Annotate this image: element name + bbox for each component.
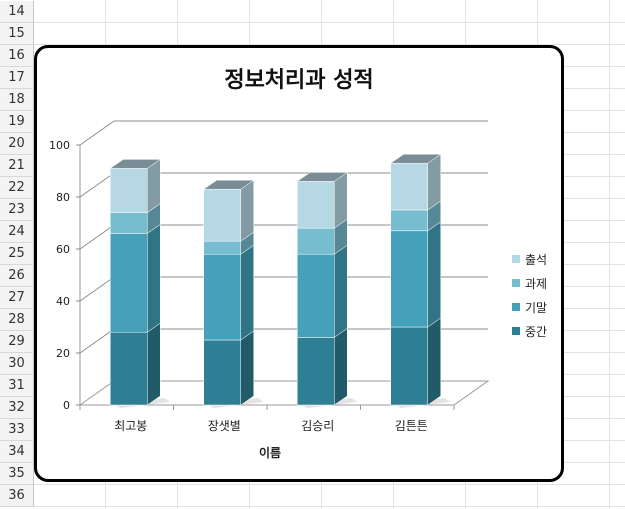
bar-segment (203, 240, 241, 255)
bar-segment (390, 326, 428, 406)
legend-label: 중간 (525, 324, 548, 339)
y-tick-label: 0 (63, 399, 70, 412)
legend-label: 과제 (525, 276, 548, 291)
row-header[interactable]: 18 (0, 89, 34, 111)
row-header[interactable]: 15 (0, 23, 34, 45)
grid-line (34, 44, 625, 45)
bar-segment (110, 331, 148, 406)
row-header[interactable]: 24 (0, 221, 34, 243)
legend-item: 과제 (512, 271, 547, 295)
row-header[interactable]: 22 (0, 177, 34, 199)
row-header[interactable]: 26 (0, 265, 34, 287)
bar-segment-side (427, 153, 441, 211)
row-header[interactable]: 34 (0, 441, 34, 463)
row-header[interactable]: 21 (0, 155, 34, 177)
bar-segment (297, 181, 335, 229)
x-tick-label: 장샛별 (208, 419, 241, 433)
bar-segment-side (240, 244, 254, 341)
row-header[interactable]: 28 (0, 309, 34, 331)
legend-swatch (512, 255, 520, 263)
grid-line (34, 22, 625, 23)
legend-swatch (512, 303, 520, 311)
bar-segment-side (427, 221, 441, 328)
bar-segment-side (147, 322, 161, 406)
bar-top (389, 153, 442, 164)
bar-segment (390, 209, 428, 232)
bar-segment (297, 227, 335, 255)
bar-segment (390, 162, 428, 211)
x-axis-title: 이름 (258, 446, 282, 460)
y-tick-label: 40 (56, 295, 70, 308)
y-tick-label: 80 (56, 191, 70, 204)
y-tick-label: 20 (56, 347, 70, 360)
gridline-depth (79, 276, 115, 302)
bar-top (202, 179, 255, 190)
row-header[interactable]: 29 (0, 331, 34, 353)
y-tick-label: 100 (49, 139, 70, 152)
row-header[interactable]: 35 (0, 463, 34, 485)
bar-segment-side (240, 330, 254, 406)
row-header[interactable]: 32 (0, 397, 34, 419)
gridline-depth (79, 172, 115, 198)
grid-line (34, 484, 625, 485)
gridline-depth (79, 224, 115, 250)
row-header[interactable]: 36 (0, 485, 34, 507)
bar-segment (203, 253, 241, 341)
x-tick-label: 최고봉 (114, 419, 147, 433)
row-header[interactable]: 30 (0, 353, 34, 375)
chart-title: 정보처리과 성적 (224, 68, 374, 93)
bar-segment (203, 188, 241, 242)
legend-item: 중간 (512, 319, 547, 343)
bar-segment-side (427, 317, 441, 406)
row-header[interactable]: 16 (0, 45, 34, 67)
bar-top (296, 172, 349, 182)
legend-label: 기말 (525, 300, 548, 315)
bar-segment (110, 212, 148, 234)
row-header[interactable]: 33 (0, 419, 34, 441)
bar-top (109, 159, 162, 169)
bar-segment (110, 233, 148, 333)
bar-segment (297, 337, 335, 406)
bar-segment-side (334, 327, 348, 406)
x-tick-label: 김승리 (301, 419, 334, 433)
y-tick-label: 60 (56, 243, 70, 256)
legend-item: 출석 (512, 247, 547, 271)
row-header[interactable]: 23 (0, 199, 34, 221)
bar-segment (203, 339, 241, 406)
row-header[interactable]: 31 (0, 375, 34, 397)
row-header[interactable]: 27 (0, 287, 34, 309)
legend-item: 기말 (512, 295, 547, 319)
bar-segment-side (334, 244, 348, 338)
bar-segment-side (147, 158, 161, 214)
grid-line (609, 0, 610, 509)
row-header[interactable]: 20 (0, 133, 34, 155)
bar-segment (390, 230, 428, 328)
bar-segment-side (240, 179, 254, 242)
row-header[interactable]: 25 (0, 243, 34, 265)
row-header[interactable]: 14 (0, 1, 34, 23)
bar-segment-side (147, 223, 161, 333)
legend-label: 출석 (525, 252, 548, 267)
gridline-depth (79, 328, 115, 354)
row-header[interactable]: 19 (0, 111, 34, 133)
bar-segment (297, 253, 335, 338)
grid-line (34, 506, 625, 507)
x-tick-label: 김튼튼 (395, 419, 428, 433)
legend-swatch (512, 279, 520, 287)
gridline-depth (79, 120, 115, 146)
bar-segment-side (334, 171, 348, 229)
row-header[interactable]: 17 (0, 67, 34, 89)
legend-swatch (512, 327, 520, 335)
bar-segment (110, 168, 148, 213)
